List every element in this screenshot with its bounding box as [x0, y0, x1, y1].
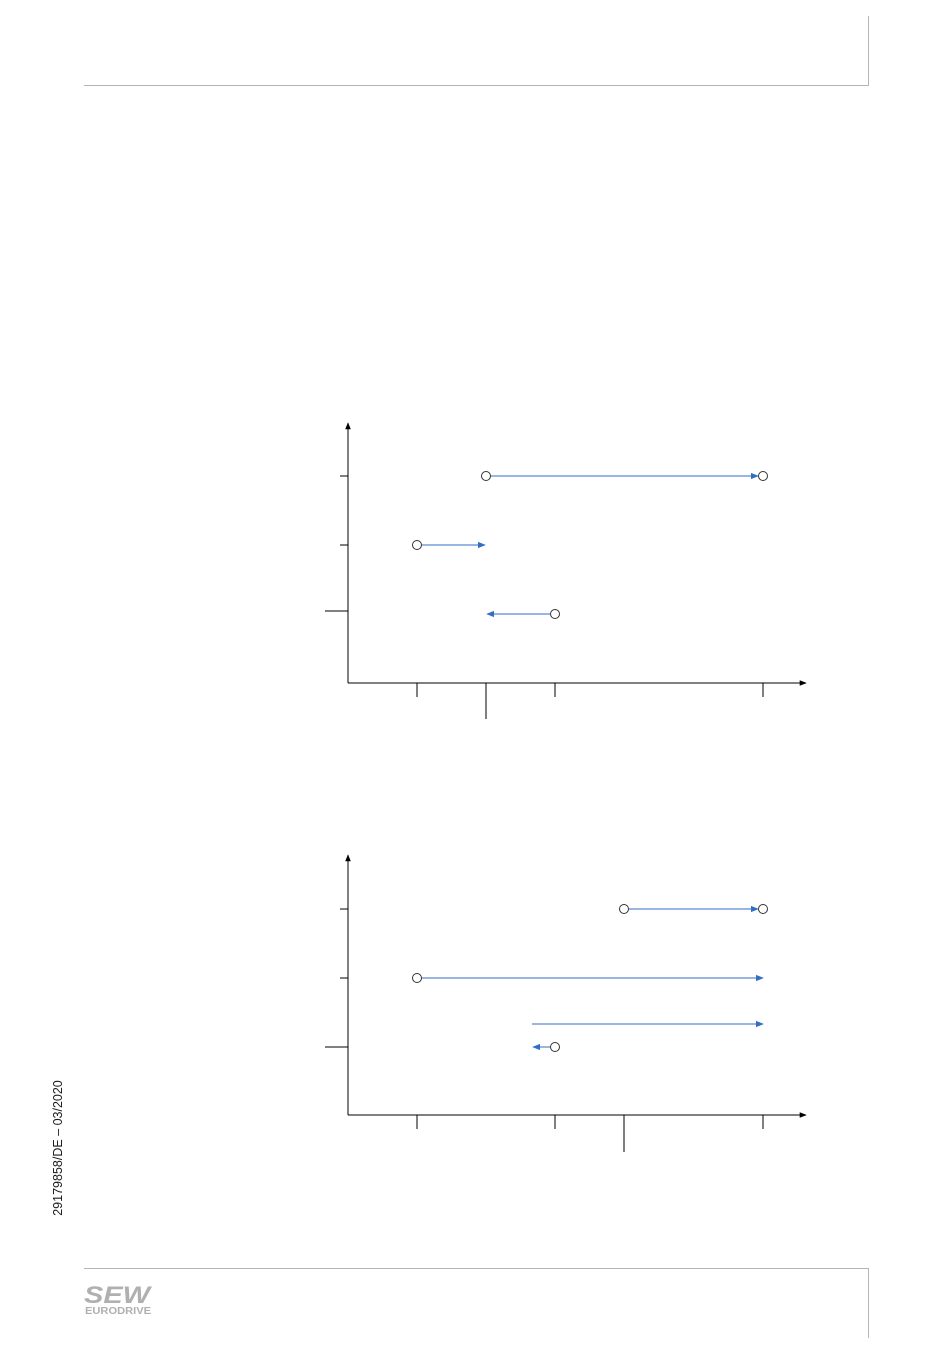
footer-rule: [84, 1268, 869, 1269]
header-rule: [84, 85, 869, 86]
logo-subtext: EURODRIVE: [85, 1306, 151, 1317]
diagram-1: [325, 422, 807, 719]
start-node-2: [412, 973, 422, 983]
diagram-2: [325, 854, 807, 1152]
header-side-rule: [868, 16, 869, 86]
doc-number: 29179858/DE – 03/2020: [51, 1080, 65, 1216]
logo-text: SEW: [84, 1282, 153, 1309]
footer-side-rule: [868, 1268, 869, 1338]
sew-eurodrive-logo: SEW EURODRIVE: [84, 1282, 153, 1317]
start-node-4: [550, 1042, 560, 1052]
start-node-1: [619, 904, 629, 914]
end-node-1: [758, 904, 768, 914]
start-node-2: [412, 540, 422, 550]
start-node-1: [481, 471, 491, 481]
end-node-1: [758, 471, 768, 481]
start-node-3: [550, 609, 560, 619]
